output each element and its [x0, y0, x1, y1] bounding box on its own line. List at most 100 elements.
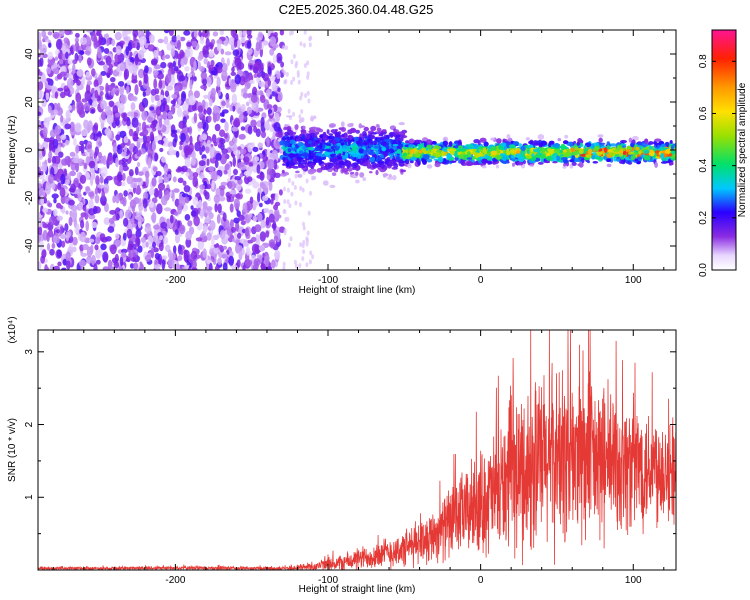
spectrogram-cell [272, 131, 276, 140]
spectrogram-cell [167, 257, 175, 268]
spectrogram-cell [153, 247, 159, 253]
spectrogram-cell [233, 168, 238, 176]
spectrogram-cell [154, 88, 160, 95]
spectrogram-cell [49, 129, 57, 138]
spectrogram-cell [85, 186, 91, 191]
spectrogram-x-tick-label: 0 [478, 275, 484, 286]
spectrogram-cell [86, 255, 93, 264]
spectrogram-cell [466, 161, 474, 166]
spectrogram-cell [298, 163, 303, 168]
spectrogram-cell [172, 98, 176, 107]
spectrogram-cell [537, 134, 545, 140]
spectrogram-cell [280, 61, 284, 68]
spectrogram-cell [585, 154, 592, 158]
spectrogram-cell [530, 156, 537, 161]
spectrogram-cell [184, 196, 190, 204]
spectrogram-cell [161, 259, 166, 270]
spectrogram-cell [479, 153, 484, 157]
spectrogram-cell [311, 254, 315, 260]
spectrogram-cell [267, 159, 275, 170]
spectrogram-cell [258, 244, 265, 252]
spectrogram-cell [228, 36, 235, 46]
spectrogram-cell [406, 156, 411, 159]
spectrogram-cell [379, 154, 385, 158]
spectrogram-cell [184, 66, 190, 72]
spectrogram-cell [58, 59, 64, 65]
spectrogram-cell [85, 155, 91, 165]
spectrogram-cell [398, 122, 405, 126]
spectrogram-cell [232, 105, 236, 112]
spectrogram-cell [302, 152, 309, 158]
spectrogram-cell [136, 150, 142, 157]
spectrogram-cell [208, 166, 215, 172]
spectrogram-cell [153, 224, 160, 230]
spectrogram-cell [59, 225, 64, 235]
spectrogram-cell [131, 42, 136, 49]
spectrogram-cell [127, 111, 134, 117]
spectrogram-cell [490, 146, 498, 151]
spectrogram-cell [525, 154, 532, 159]
spectrogram-cell [95, 248, 102, 259]
spectrogram-cell [256, 89, 260, 97]
spectrogram-cell [38, 111, 42, 116]
spectrogram-cell [257, 212, 263, 222]
spectrogram-cell [62, 258, 68, 266]
spectrogram-cell [202, 134, 207, 141]
spectrogram-cell [654, 161, 658, 168]
spectrogram-cell [214, 203, 218, 213]
spectrogram-cell [626, 149, 632, 153]
spectrogram-cell [282, 163, 286, 166]
figure-title: C2E5.2025.360.04.48.G25 [279, 2, 434, 17]
spectrogram-cell [227, 180, 233, 189]
spectrogram-cell [177, 204, 183, 215]
spectrogram-cell [130, 96, 137, 101]
spectrogram-cell [176, 106, 183, 118]
spectrogram-cell [253, 111, 260, 116]
spectrogram-cell [223, 133, 228, 139]
spectrogram-cell [539, 154, 546, 160]
spectrogram-cell [199, 184, 206, 190]
spectrogram-cell [150, 94, 155, 103]
spectrogram-cell [217, 143, 223, 149]
spectrogram-cell [183, 56, 188, 65]
spectrogram-cell [386, 135, 390, 139]
spectrogram-cell [215, 152, 222, 161]
spectrogram-cell [283, 230, 287, 236]
spectrogram-cell [75, 162, 79, 173]
spectrogram-cell [225, 163, 230, 171]
spectrogram-cell [242, 30, 247, 37]
spectrogram-cell [564, 134, 569, 139]
colorbar-tick-label: 0.0 [698, 263, 709, 277]
spectrogram-cell [180, 132, 186, 143]
spectrogram-cell [288, 153, 295, 158]
spectrogram-cell [224, 121, 229, 132]
spectrogram-cell [173, 263, 181, 270]
spectrogram-cell [570, 147, 574, 153]
spectrogram-cell [285, 71, 289, 77]
spectrogram-cell [99, 233, 106, 242]
spectrogram-cell [282, 147, 287, 151]
spectrogram-cell [185, 171, 190, 177]
spectrogram-cell [126, 30, 132, 35]
spectrogram-cell [244, 85, 248, 93]
spectrogram-cell [120, 94, 127, 105]
spectrogram-cell [72, 236, 78, 246]
spectrogram-cell [158, 174, 163, 186]
spectrogram-cell [117, 171, 122, 182]
spectrogram-cell [95, 175, 100, 186]
spectrogram-cell [670, 145, 675, 150]
spectrogram-cell [147, 146, 154, 156]
spectrogram-cell [229, 189, 237, 195]
spectrogram-cell [306, 74, 310, 80]
spectrogram-cell [436, 149, 442, 153]
spectrogram-cell [309, 128, 317, 135]
spectrogram-cell [93, 38, 99, 49]
spectrogram-cell [52, 31, 60, 39]
spectrogram-cell [229, 219, 234, 229]
spectrogram-cell [47, 105, 52, 114]
spectrogram-cell [272, 220, 277, 231]
spectrogram-cell [117, 81, 125, 87]
spectrogram-cell [61, 267, 67, 270]
spectrogram-cell [123, 68, 130, 80]
spectrogram-cell [288, 203, 292, 209]
